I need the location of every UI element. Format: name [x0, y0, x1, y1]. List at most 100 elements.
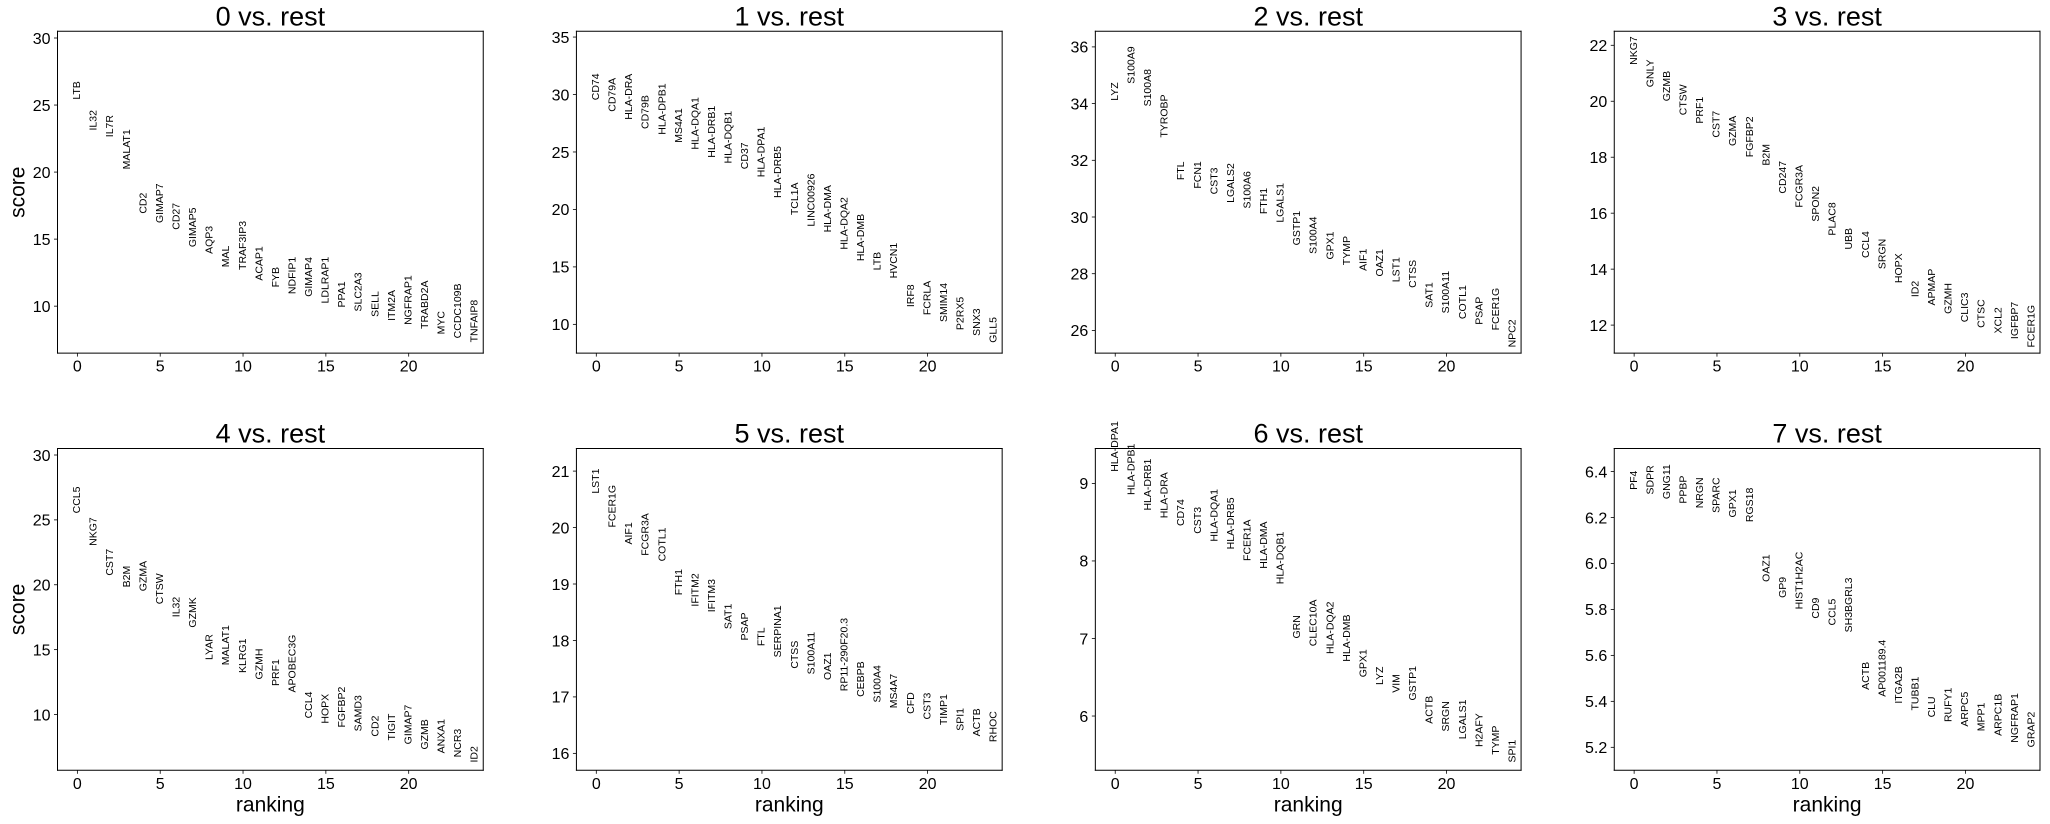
svg-text:0: 0: [73, 776, 82, 793]
svg-text:8: 8: [1079, 554, 1088, 571]
svg-text:HLA-DPA1: HLA-DPA1: [1109, 421, 1121, 472]
svg-text:CD74: CD74: [590, 73, 602, 100]
svg-text:TCL1A: TCL1A: [789, 182, 801, 215]
svg-text:IFITM3: IFITM3: [706, 579, 718, 612]
svg-text:19: 19: [552, 577, 570, 594]
svg-text:5: 5: [1713, 359, 1722, 376]
svg-text:HVCN1: HVCN1: [888, 243, 900, 279]
svg-text:S100A8: S100A8: [1142, 69, 1154, 107]
svg-text:CCL4: CCL4: [303, 691, 315, 718]
svg-text:CTSS: CTSS: [1407, 260, 1419, 288]
svg-text:5: 5: [156, 359, 165, 376]
svg-text:TYMP: TYMP: [1490, 726, 1502, 755]
svg-text:FCRLA: FCRLA: [921, 281, 933, 315]
svg-text:NDFIP1: NDFIP1: [286, 257, 298, 295]
svg-text:MALAT1: MALAT1: [220, 625, 232, 665]
svg-text:10: 10: [1272, 359, 1290, 376]
svg-text:HLA-DRB1: HLA-DRB1: [1142, 458, 1154, 510]
svg-text:0: 0: [592, 776, 601, 793]
svg-text:MAL: MAL: [220, 246, 232, 268]
svg-text:PPBP: PPBP: [1678, 476, 1690, 504]
svg-text:20: 20: [1438, 776, 1456, 793]
svg-text:5: 5: [1713, 776, 1722, 793]
svg-text:GNLY: GNLY: [1644, 59, 1656, 87]
svg-text:NGFRAP1: NGFRAP1: [2009, 693, 2021, 743]
svg-text:10: 10: [1272, 776, 1290, 793]
svg-text:CST7: CST7: [104, 549, 116, 576]
svg-text:FCER1A: FCER1A: [1241, 520, 1253, 561]
svg-text:LGALS1: LGALS1: [1275, 183, 1287, 223]
svg-text:TYROBP: TYROBP: [1159, 94, 1171, 137]
svg-text:5.8: 5.8: [1585, 602, 1607, 619]
svg-text:GZMB: GZMB: [1661, 71, 1673, 101]
svg-text:LGALS1: LGALS1: [1457, 699, 1469, 739]
svg-text:5: 5: [675, 776, 684, 793]
svg-text:15: 15: [33, 642, 51, 659]
svg-text:NKG7: NKG7: [88, 517, 100, 546]
svg-text:0: 0: [1111, 359, 1120, 376]
svg-text:5: 5: [1194, 776, 1203, 793]
svg-text:GPX1: GPX1: [1357, 649, 1369, 677]
svg-text:HLA-DMA: HLA-DMA: [1258, 521, 1270, 568]
svg-text:CD27: CD27: [170, 203, 182, 230]
svg-text:10: 10: [753, 776, 771, 793]
svg-text:6.0: 6.0: [1585, 556, 1607, 573]
svg-text:LST1: LST1: [1391, 257, 1403, 282]
svg-text:HLA-DQA1: HLA-DQA1: [689, 97, 701, 150]
svg-text:AQP3: AQP3: [204, 226, 216, 254]
svg-text:CCL5: CCL5: [71, 486, 83, 513]
svg-text:FGFBP2: FGFBP2: [1744, 116, 1756, 157]
svg-text:15: 15: [317, 359, 335, 376]
svg-text:10: 10: [234, 359, 252, 376]
svg-text:2 vs. rest: 2 vs. rest: [1253, 1, 1363, 31]
svg-text:GIMAP4: GIMAP4: [303, 257, 315, 297]
svg-text:20: 20: [1438, 359, 1456, 376]
svg-text:6.4: 6.4: [1585, 464, 1607, 481]
svg-text:FCGR3A: FCGR3A: [1794, 165, 1806, 208]
svg-text:25: 25: [33, 513, 51, 530]
svg-text:TUBB1: TUBB1: [1909, 677, 1921, 711]
svg-text:S100A11: S100A11: [1440, 271, 1452, 314]
svg-text:CCL5: CCL5: [1827, 598, 1839, 625]
svg-text:GNG11: GNG11: [1661, 464, 1673, 499]
svg-text:22: 22: [1589, 38, 1607, 55]
svg-text:FCER1G: FCER1G: [607, 485, 619, 528]
svg-text:RUFY1: RUFY1: [1943, 687, 1955, 722]
svg-text:TIMP1: TIMP1: [938, 694, 950, 725]
svg-text:10: 10: [33, 707, 51, 724]
svg-text:FCGR3A: FCGR3A: [640, 513, 652, 556]
svg-text:30: 30: [552, 87, 570, 104]
svg-text:PSAP: PSAP: [1473, 297, 1485, 325]
svg-text:0: 0: [1630, 776, 1639, 793]
svg-text:FCER1G: FCER1G: [1490, 288, 1502, 331]
svg-text:16: 16: [552, 746, 570, 763]
svg-text:34: 34: [1071, 96, 1089, 113]
svg-text:TRAF3IP3: TRAF3IP3: [237, 221, 249, 270]
svg-text:HLA-DRB5: HLA-DRB5: [772, 146, 784, 198]
svg-text:LYAR: LYAR: [204, 634, 216, 660]
svg-text:CD37: CD37: [739, 142, 751, 169]
svg-text:RP11-290F20.3: RP11-290F20.3: [838, 618, 850, 692]
svg-text:CD74: CD74: [1175, 499, 1187, 526]
svg-text:KLRG1: KLRG1: [237, 638, 249, 673]
svg-text:CST7: CST7: [1711, 111, 1723, 138]
svg-text:CLIC3: CLIC3: [1959, 292, 1971, 322]
svg-text:12: 12: [1589, 318, 1607, 335]
svg-text:ranking: ranking: [755, 793, 824, 816]
svg-text:ARPC5: ARPC5: [1959, 691, 1971, 726]
svg-text:SNX3: SNX3: [971, 308, 983, 336]
svg-text:GZMH: GZMH: [1943, 283, 1955, 314]
svg-text:HIST1H2AC: HIST1H2AC: [1794, 551, 1806, 609]
svg-text:PLAC8: PLAC8: [1827, 202, 1839, 235]
svg-text:18: 18: [552, 633, 570, 650]
svg-text:20: 20: [1589, 94, 1607, 111]
svg-text:15: 15: [836, 776, 854, 793]
svg-text:14: 14: [1589, 262, 1607, 279]
svg-text:20: 20: [919, 776, 937, 793]
svg-text:20: 20: [33, 578, 51, 595]
svg-text:ID2: ID2: [469, 746, 481, 763]
svg-text:GPX1: GPX1: [1324, 231, 1336, 259]
svg-text:score: score: [6, 584, 29, 635]
svg-text:HLA-DQB1: HLA-DQB1: [1275, 532, 1287, 585]
svg-text:0: 0: [73, 359, 82, 376]
